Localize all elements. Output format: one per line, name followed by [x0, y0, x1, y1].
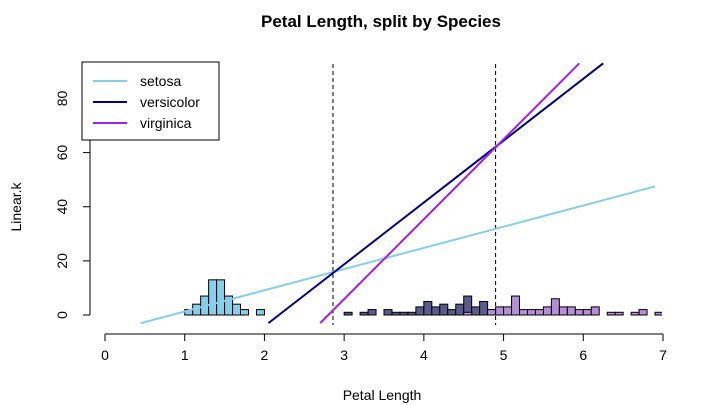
histogram-bar-setosa — [232, 303, 242, 316]
x-tick-label: 2 — [261, 347, 269, 363]
histogram-bar-versicolor — [471, 306, 481, 316]
histogram-bar-virginica — [614, 311, 624, 316]
histogram-bar-versicolor — [367, 309, 377, 316]
histogram-bar-virginica — [582, 309, 592, 316]
series-line-virginica — [319, 62, 581, 324]
histogram-bar-virginica — [495, 306, 505, 316]
histogram-bar-virginica — [534, 309, 544, 316]
series-line-setosa — [140, 185, 656, 325]
histogram-bar-setosa — [216, 279, 226, 316]
histogram-bar-virginica — [519, 309, 528, 316]
histogram-bar-virginica — [638, 309, 648, 316]
histogram-bar-virginica — [630, 311, 640, 316]
y-tick-label: 40 — [54, 199, 70, 215]
histogram-layer — [184, 279, 662, 316]
histogram-bar-virginica — [566, 306, 576, 316]
histogram-bar-virginica — [606, 311, 616, 316]
histogram-bar-virginica — [526, 309, 536, 316]
histogram-bar-versicolor — [447, 309, 457, 316]
axes: 0 1 2 3 4 5 6 7 0 20 40 60 80 — [54, 91, 667, 363]
histogram-bar-versicolor — [439, 303, 449, 316]
x-tick-label: 3 — [340, 347, 348, 363]
histogram-bar-versicolor — [399, 311, 409, 316]
y-tick-label: 60 — [54, 145, 70, 161]
x-tick-label: 7 — [659, 347, 667, 363]
y-tick-label: 80 — [54, 91, 70, 107]
histogram-bar-virginica — [574, 309, 584, 316]
histogram-bar-virginica — [503, 306, 513, 316]
series-lines — [140, 62, 656, 325]
legend-label-versicolor: versicolor — [140, 94, 200, 110]
histogram-bar-versicolor — [415, 306, 425, 316]
histogram-bar-virginica — [542, 306, 552, 316]
y-tick-label: 0 — [54, 311, 70, 319]
y-axis-label: Linear.k — [8, 181, 24, 231]
reference-lines — [332, 64, 497, 325]
x-tick-label: 4 — [420, 347, 428, 363]
x-axis-label: Petal Length — [343, 387, 422, 403]
histogram-bar-versicolor — [479, 300, 489, 316]
histogram-bar-setosa — [240, 309, 249, 316]
histogram-bar-versicolor — [343, 311, 353, 316]
x-tick-label: 0 — [101, 347, 109, 363]
histogram-bar-versicolor — [359, 311, 369, 316]
histogram-bar-versicolor — [431, 306, 441, 316]
x-tick-label: 6 — [579, 347, 587, 363]
legend-label-setosa: setosa — [140, 73, 181, 89]
histogram-bar-versicolor — [423, 300, 433, 316]
legend: setosa versicolor virginica — [81, 61, 220, 141]
histogram-bar-versicolor — [455, 303, 465, 316]
series-line-versicolor — [267, 62, 604, 324]
histogram-bar-versicolor — [407, 311, 417, 316]
x-tick-label: 5 — [500, 347, 508, 363]
histogram-bar-virginica — [463, 311, 473, 316]
histogram-bar-virginica — [590, 306, 600, 316]
histogram-bar-virginica — [654, 311, 662, 316]
x-tick-label: 1 — [181, 347, 189, 363]
histogram-bar-setosa — [255, 309, 265, 316]
histogram-bar-virginica — [487, 309, 497, 316]
legend-label-virginica: virginica — [140, 115, 192, 131]
histogram-bar-virginica — [550, 298, 560, 316]
histogram-bar-setosa — [208, 279, 218, 316]
chart-title: Petal Length, split by Species — [261, 12, 501, 31]
histogram-bar-versicolor — [391, 311, 401, 316]
histogram-bar-virginica — [558, 306, 568, 316]
histogram-bar-virginica — [511, 295, 521, 316]
histogram-bar-versicolor — [383, 309, 393, 316]
y-tick-label: 20 — [54, 253, 70, 269]
